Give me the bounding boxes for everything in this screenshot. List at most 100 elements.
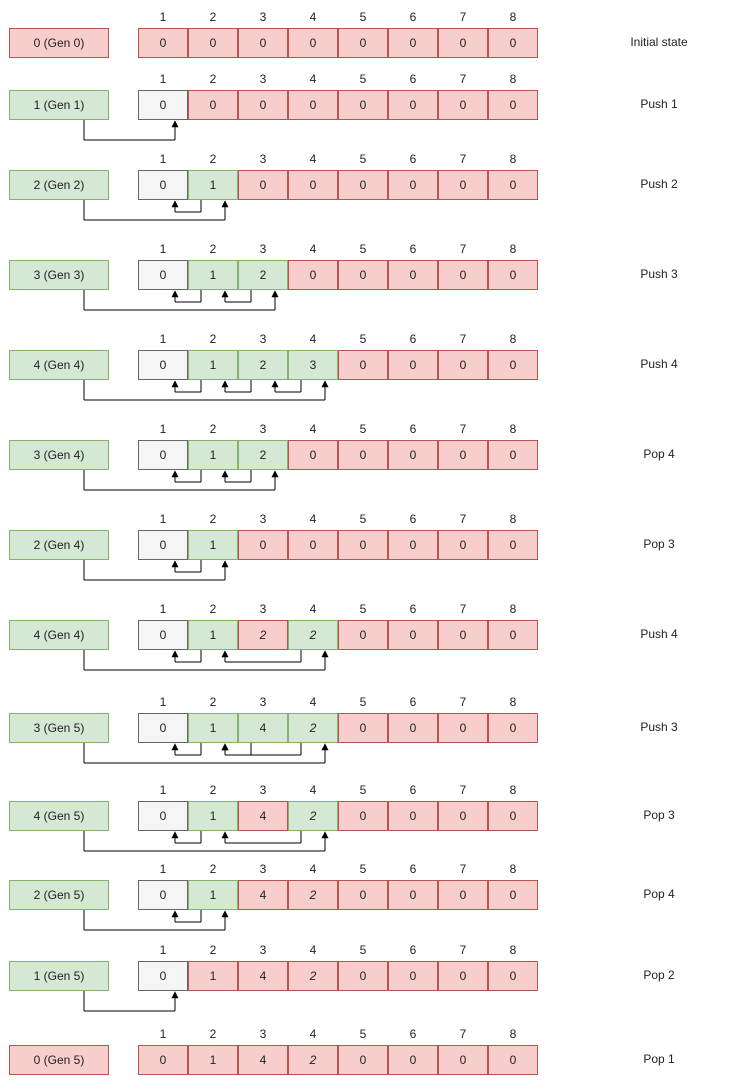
array-cell: 2 — [238, 350, 288, 380]
column-header: 7 — [459, 943, 467, 957]
column-header: 3 — [259, 242, 267, 256]
array-cell: 0 — [438, 961, 488, 991]
array-cell: 0 — [138, 1045, 188, 1075]
operation-label: Push 4 — [640, 357, 678, 371]
array-cell: 2 — [238, 260, 288, 290]
column-header: 2 — [209, 783, 217, 797]
column-header: 3 — [259, 1027, 267, 1041]
array-cell: 0 — [388, 260, 438, 290]
stack-pointer: 4 (Gen 4) — [9, 350, 109, 380]
column-header: 1 — [159, 783, 167, 797]
array-cell: 0 — [338, 620, 388, 650]
column-header: 5 — [359, 695, 367, 709]
column-header: 8 — [509, 10, 517, 24]
array-cell: 0 — [388, 801, 438, 831]
column-header: 7 — [459, 242, 467, 256]
column-header: 4 — [309, 10, 317, 24]
column-header: 2 — [209, 695, 217, 709]
array-cell: 0 — [138, 170, 188, 200]
array-cell: 0 — [288, 170, 338, 200]
column-header: 6 — [409, 422, 417, 436]
column-header: 7 — [459, 602, 467, 616]
stack-pointer: 0 (Gen 0) — [9, 28, 109, 58]
column-header: 4 — [309, 1027, 317, 1041]
column-header: 3 — [259, 72, 267, 86]
array-cell: 0 — [338, 961, 388, 991]
column-header: 4 — [309, 695, 317, 709]
array-cell: 0 — [488, 713, 538, 743]
column-header: 1 — [159, 152, 167, 166]
column-header: 5 — [359, 10, 367, 24]
stack-pointer: 1 (Gen 1) — [9, 90, 109, 120]
column-header: 8 — [509, 1027, 517, 1041]
column-header: 6 — [409, 695, 417, 709]
column-header: 6 — [409, 602, 417, 616]
array-cell: 1 — [188, 961, 238, 991]
stack-pointer: 3 (Gen 4) — [9, 440, 109, 470]
stack-pointer: 2 (Gen 4) — [9, 530, 109, 560]
column-header: 3 — [259, 783, 267, 797]
array-cell: 0 — [438, 713, 488, 743]
array-cell: 0 — [438, 170, 488, 200]
array-cell: 0 — [388, 713, 438, 743]
column-header: 3 — [259, 422, 267, 436]
column-header: 1 — [159, 422, 167, 436]
stack-pointer: 3 (Gen 5) — [9, 713, 109, 743]
array-cell: 0 — [288, 440, 338, 470]
array-cell: 0 — [288, 260, 338, 290]
column-header: 3 — [259, 512, 267, 526]
array-cell: 0 — [488, 90, 538, 120]
array-cell: 0 — [488, 28, 538, 58]
column-header: 7 — [459, 1027, 467, 1041]
column-header: 6 — [409, 332, 417, 346]
array-cell: 0 — [438, 530, 488, 560]
array-cell: 0 — [388, 170, 438, 200]
column-header: 5 — [359, 422, 367, 436]
column-header: 8 — [509, 332, 517, 346]
array-cell: 0 — [338, 1045, 388, 1075]
array-cell: 0 — [338, 801, 388, 831]
array-cell: 0 — [438, 260, 488, 290]
array-cell: 0 — [338, 713, 388, 743]
column-header: 5 — [359, 1027, 367, 1041]
column-header: 2 — [209, 332, 217, 346]
array-cell: 0 — [188, 28, 238, 58]
column-header: 8 — [509, 422, 517, 436]
array-cell: 0 — [388, 90, 438, 120]
column-header: 1 — [159, 10, 167, 24]
array-cell: 1 — [188, 170, 238, 200]
array-cell: 1 — [188, 713, 238, 743]
array-cell: 4 — [238, 801, 288, 831]
array-cell: 0 — [488, 260, 538, 290]
column-header: 3 — [259, 862, 267, 876]
operation-label: Pop 2 — [643, 968, 675, 982]
column-header: 5 — [359, 152, 367, 166]
column-header: 4 — [309, 512, 317, 526]
operation-label: Pop 4 — [643, 887, 675, 901]
array-cell: 3 — [288, 350, 338, 380]
array-cell: 0 — [138, 90, 188, 120]
array-cell: 1 — [188, 620, 238, 650]
stack-pointer: 2 (Gen 2) — [9, 170, 109, 200]
column-header: 8 — [509, 602, 517, 616]
column-header: 4 — [309, 332, 317, 346]
column-header: 4 — [309, 72, 317, 86]
array-cell: 0 — [238, 170, 288, 200]
array-cell: 2 — [288, 880, 338, 910]
column-header: 7 — [459, 152, 467, 166]
array-cell: 0 — [288, 530, 338, 560]
array-cell: 0 — [138, 801, 188, 831]
array-cell: 0 — [338, 90, 388, 120]
operation-label: Push 3 — [640, 267, 678, 281]
array-cell: 0 — [188, 90, 238, 120]
array-cell: 0 — [388, 620, 438, 650]
column-header: 6 — [409, 783, 417, 797]
column-header: 5 — [359, 332, 367, 346]
column-header: 8 — [509, 152, 517, 166]
column-header: 2 — [209, 512, 217, 526]
array-cell: 0 — [138, 961, 188, 991]
column-header: 2 — [209, 1027, 217, 1041]
column-header: 1 — [159, 72, 167, 86]
column-header: 8 — [509, 695, 517, 709]
operation-label: Push 4 — [640, 627, 678, 641]
